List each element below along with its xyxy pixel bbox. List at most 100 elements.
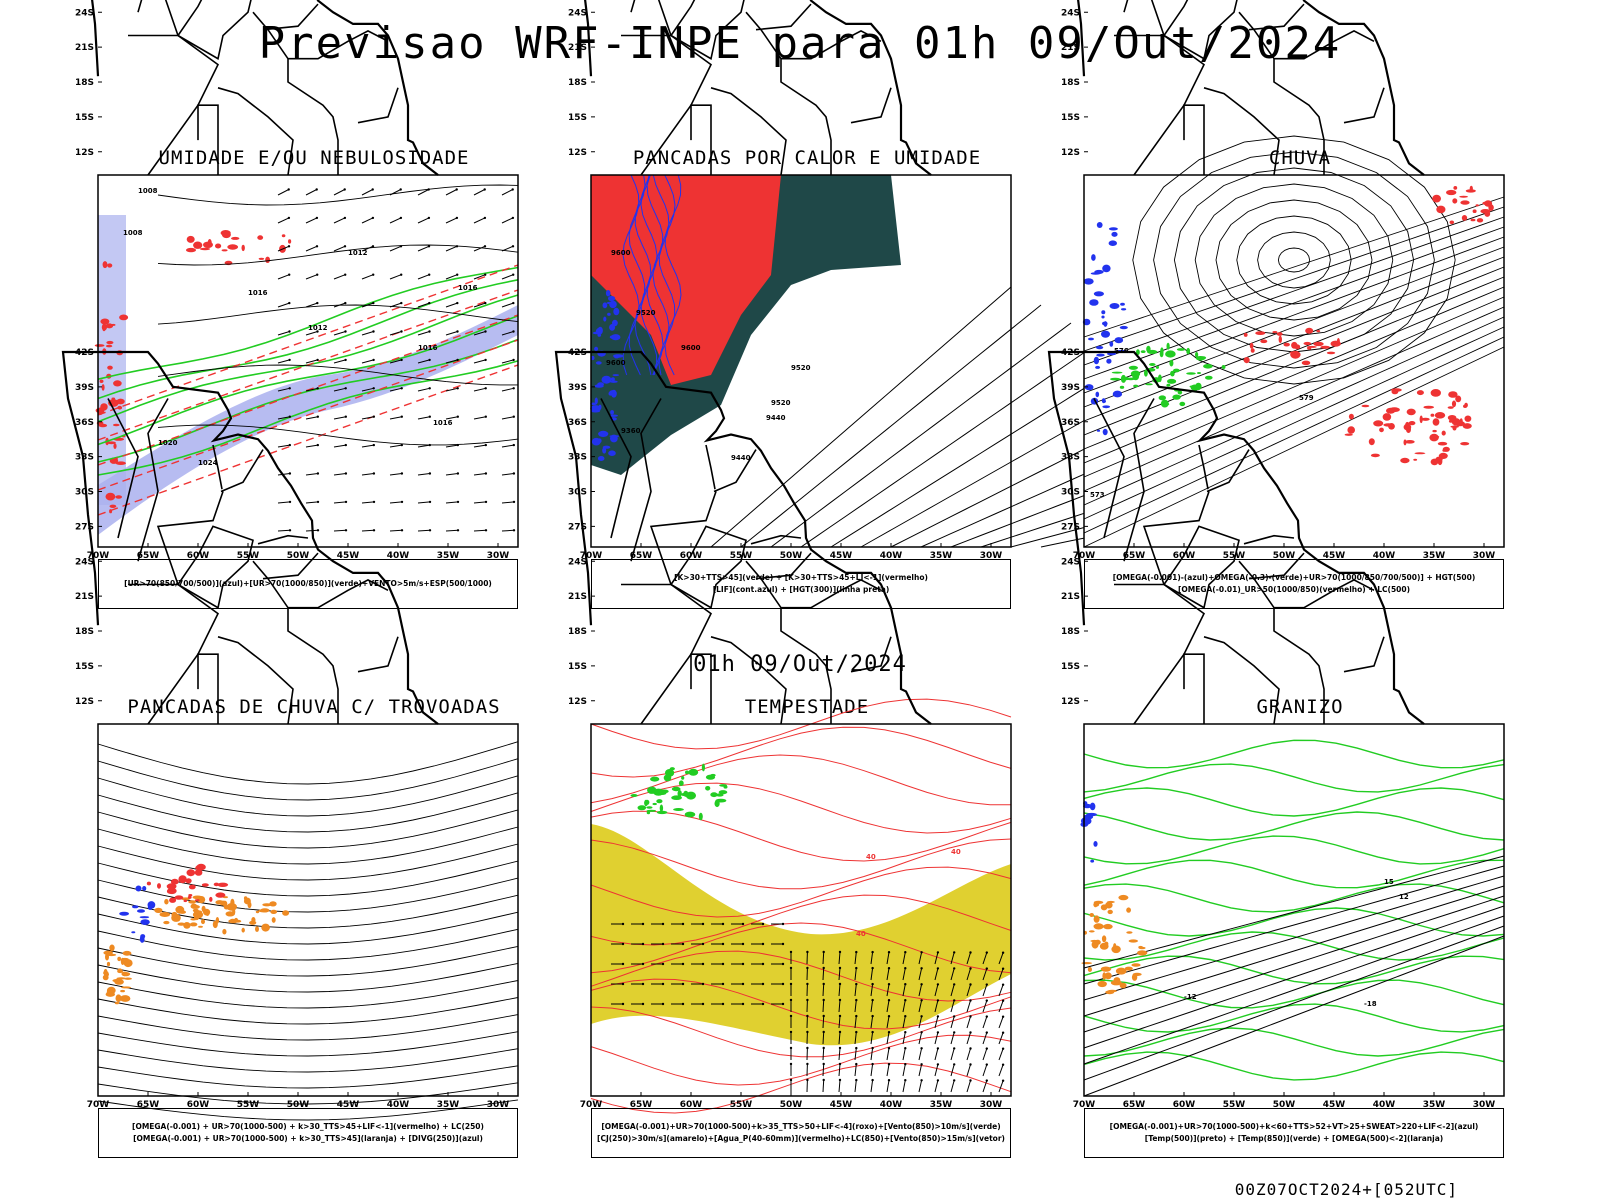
wind-vector bbox=[870, 968, 874, 981]
rain-red-speck bbox=[1442, 449, 1447, 452]
state-border bbox=[1274, 29, 1375, 60]
rain-red-speck bbox=[1436, 205, 1446, 214]
wind-vector bbox=[445, 444, 458, 448]
wind-vector-head bbox=[806, 966, 809, 970]
state-border bbox=[137, 0, 143, 13]
wind-vector bbox=[473, 359, 486, 364]
wind-vector-head bbox=[781, 922, 785, 926]
omega-blue-speck bbox=[1089, 299, 1099, 306]
wind-vector bbox=[473, 416, 486, 420]
wind-green-speck bbox=[681, 776, 685, 780]
orange-speck bbox=[115, 994, 122, 1002]
rain-red-speck bbox=[1430, 413, 1435, 417]
wind-green-speck bbox=[705, 786, 711, 791]
wind-vector bbox=[473, 501, 487, 504]
wind-vector-head bbox=[936, 967, 940, 970]
red-speck bbox=[186, 869, 196, 877]
temp850-contour bbox=[1083, 739, 1505, 769]
wind-vector bbox=[389, 444, 402, 448]
wind-vector bbox=[333, 189, 345, 196]
wind-vector bbox=[333, 444, 346, 448]
wind-vector bbox=[934, 1032, 939, 1045]
wind-vector-head bbox=[681, 922, 685, 926]
state-border bbox=[690, 653, 712, 724]
orange-speck bbox=[112, 979, 121, 983]
lat-tick-label: 24S bbox=[568, 557, 587, 567]
rain-red-speck bbox=[1316, 330, 1321, 333]
omega-blue-speck bbox=[1101, 330, 1110, 338]
omega-green-speck bbox=[1136, 349, 1140, 356]
wind-vector-head bbox=[400, 387, 403, 390]
wind-vector bbox=[445, 359, 458, 364]
wind-vector bbox=[966, 1048, 971, 1061]
orange-speck bbox=[1115, 979, 1120, 985]
wind-vector-head bbox=[1001, 1063, 1005, 1066]
wind-vector-head bbox=[456, 529, 460, 532]
lat-tick-label: 42S bbox=[1061, 348, 1080, 358]
divg-blue-speck bbox=[140, 934, 146, 939]
divg-blue-speck bbox=[140, 919, 150, 925]
state-border bbox=[1343, 87, 1385, 124]
orange-speck bbox=[106, 989, 113, 997]
contour-value-label: 1016 bbox=[248, 289, 268, 297]
state-border bbox=[1142, 491, 1210, 585]
wind-vector-head bbox=[822, 950, 825, 954]
wind-vector-head bbox=[721, 922, 725, 926]
wind-vector-head bbox=[316, 358, 319, 362]
wind-vector bbox=[445, 189, 457, 196]
omega-blue-speck bbox=[1084, 384, 1094, 391]
orange-speck bbox=[201, 919, 205, 925]
panel-granizo: GRANIZO 15 12 -12 -18 12S 15S 18S 21S 24S 27S 30S 3… bbox=[1047, 348, 1550, 1176]
wind-vector-head bbox=[512, 358, 515, 362]
wind-vector-head bbox=[661, 962, 665, 966]
lat-tick-label: 12S bbox=[1061, 697, 1080, 707]
rain-red-speck bbox=[1243, 332, 1248, 337]
rain-red-speck bbox=[1306, 345, 1317, 348]
lat-tick-label: 33S bbox=[1061, 453, 1080, 463]
rain-red-speck bbox=[1373, 420, 1384, 427]
wind-vector bbox=[277, 529, 291, 532]
rain-red-speck bbox=[1432, 418, 1440, 426]
wind-vector-head bbox=[512, 387, 515, 390]
omega-green-speck bbox=[1205, 375, 1213, 380]
orange-speck bbox=[223, 900, 228, 908]
lon-tick-label: 50W bbox=[287, 551, 310, 561]
wind-vector bbox=[333, 217, 346, 224]
wind-vector-head bbox=[985, 1063, 988, 1066]
wind-vector-head bbox=[428, 415, 431, 418]
wind-vector-head bbox=[681, 982, 685, 986]
state-border bbox=[1114, 34, 1206, 176]
panel-title: CHUVA bbox=[1268, 147, 1332, 169]
wind-vector bbox=[998, 1016, 1004, 1029]
wind-vector-head bbox=[484, 529, 488, 532]
wind-vector-head bbox=[372, 472, 376, 475]
red-speck bbox=[221, 231, 231, 239]
wind-vector-head bbox=[855, 982, 858, 986]
orange-speck bbox=[1126, 907, 1131, 913]
hgt500-contour bbox=[1083, 286, 1505, 464]
orange-speck bbox=[260, 908, 270, 913]
map-umidade: 1008 1008 1012 1016 1016 1012 1016 1020 1024 1016… bbox=[75, 0, 519, 561]
contour-value-label: 12 bbox=[1399, 893, 1409, 901]
wind-vector-head bbox=[344, 500, 348, 504]
wind-vector bbox=[854, 1000, 857, 1013]
contour-value-label: 9600 bbox=[611, 249, 631, 257]
lon-tick-label: 70W bbox=[1073, 1100, 1096, 1110]
wind-vector-head bbox=[953, 1031, 956, 1034]
state-border bbox=[128, 34, 220, 176]
lon-tick-label: 30W bbox=[487, 551, 510, 561]
wind-vector-head bbox=[484, 330, 487, 333]
wind-vector bbox=[333, 416, 346, 420]
red-speck bbox=[258, 257, 265, 260]
red-streamline bbox=[590, 1034, 1012, 1086]
state-border bbox=[781, 578, 882, 609]
red-speck bbox=[157, 883, 161, 889]
rain-red-speck bbox=[1413, 458, 1418, 461]
wind-vector-head bbox=[512, 273, 515, 276]
wind-vector-head bbox=[681, 962, 685, 966]
rain-red-speck bbox=[1429, 433, 1439, 442]
lat-tick-label: 12S bbox=[75, 697, 94, 707]
red-speck bbox=[170, 878, 179, 885]
wind-vector-head bbox=[456, 415, 459, 418]
red-speck bbox=[106, 344, 113, 348]
